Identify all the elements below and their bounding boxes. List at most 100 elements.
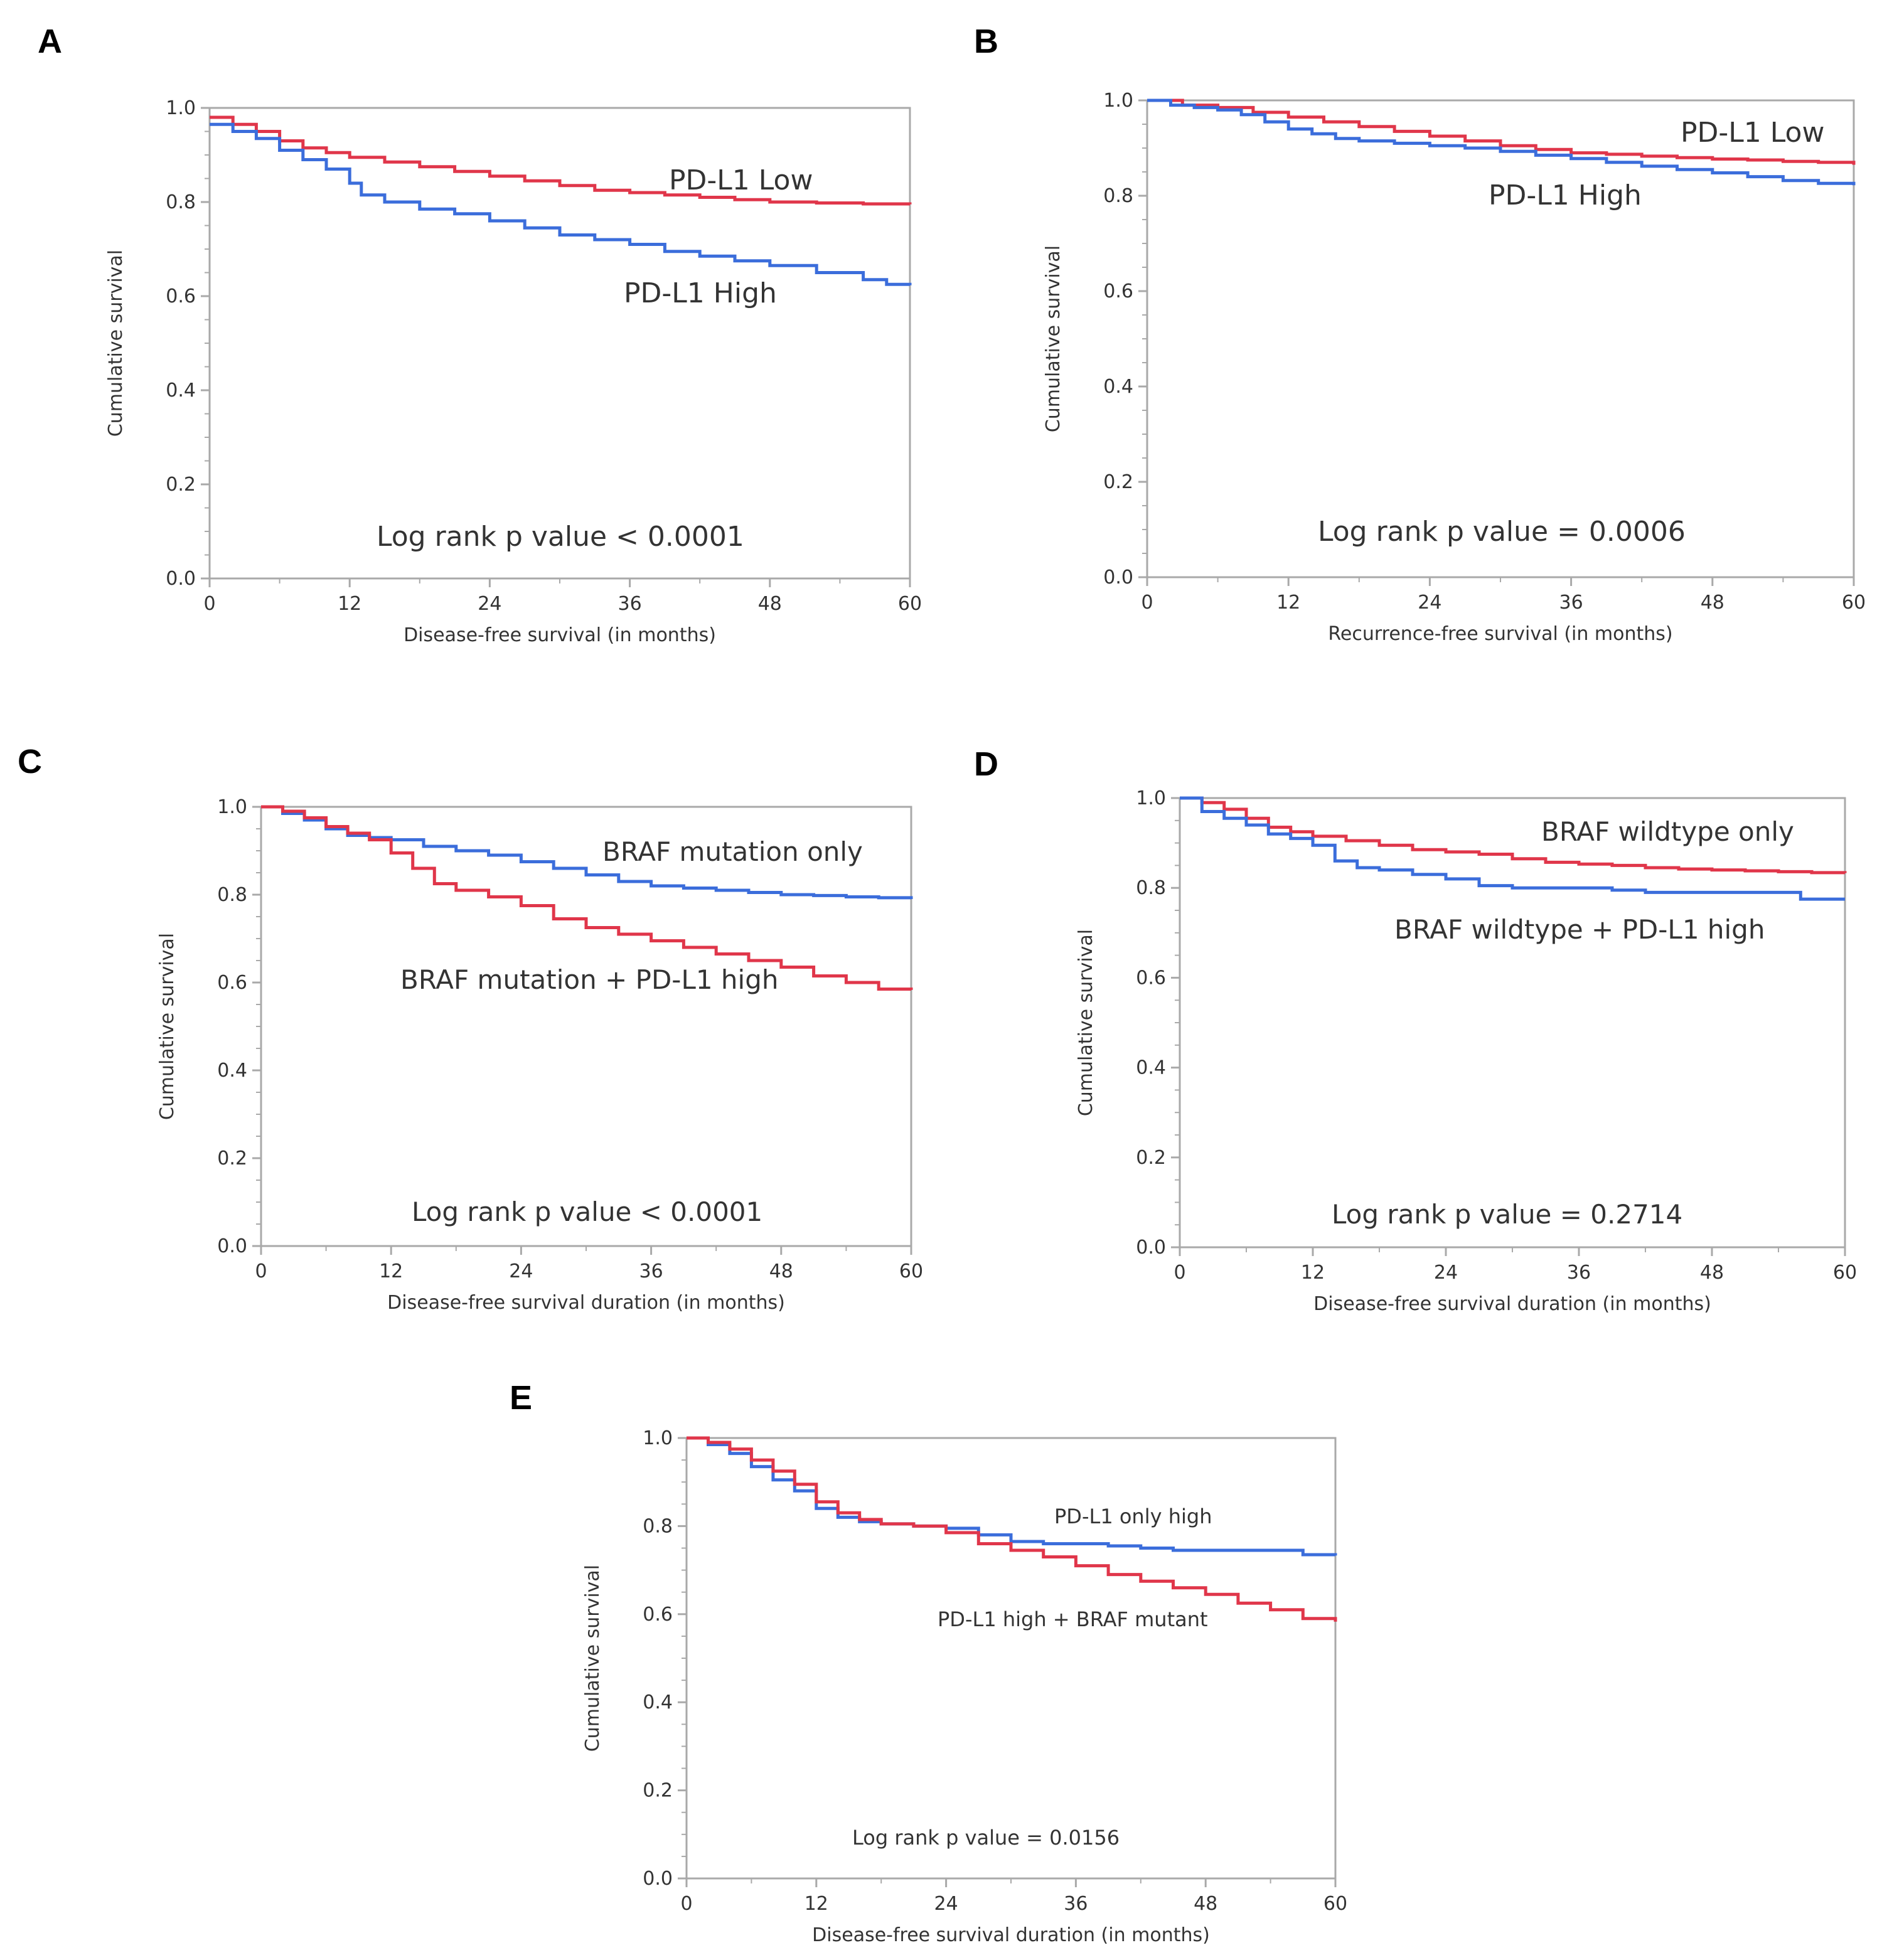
log-rank-p-value: Log rank p value < 0.0001 (412, 1196, 762, 1227)
series-label-1: BRAF wildtype only (1541, 816, 1794, 847)
y-axis-label: Cumulative survival (156, 933, 178, 1120)
y-tick-label: 1.0 (643, 1427, 673, 1449)
y-tick-label: 0.0 (217, 1235, 247, 1257)
y-tick-label: 0.4 (1136, 1057, 1166, 1079)
y-tick-label: 0.8 (1136, 877, 1166, 899)
y-tick-label: 0.8 (643, 1515, 673, 1537)
plot-frame (685, 1437, 1337, 1880)
y-tick-label: 0.4 (166, 380, 196, 402)
y-tick-label: 0.6 (643, 1604, 673, 1626)
series-label-1: BRAF mutation only (602, 836, 863, 867)
x-tick-label: 0 (255, 1260, 267, 1282)
x-tick-label: 24 (509, 1260, 533, 1282)
y-tick-label: 0.0 (1136, 1237, 1166, 1259)
survival-curve-braf-wildtype-pd-l1-high (1180, 796, 1845, 901)
x-tick-label: 12 (805, 1893, 828, 1915)
y-tick-label: 0.6 (1136, 967, 1166, 989)
x-tick-label: 48 (758, 593, 782, 615)
x-axis-label: Disease-free survival (in months) (404, 624, 716, 646)
x-axis-label: Disease-free survival duration (in month… (812, 1924, 1210, 1946)
y-tick-label: 0.2 (166, 474, 196, 496)
x-tick-label: 12 (338, 593, 361, 615)
plot-frame (1179, 797, 1846, 1249)
series-label-2: BRAF wildtype + PD-L1 high (1394, 914, 1765, 945)
x-tick-label: 12 (1276, 592, 1300, 614)
x-tick-label: 60 (1833, 1262, 1857, 1284)
y-tick-label: 0.4 (1103, 376, 1133, 398)
survival-curve-pd-l1-only-high (687, 1436, 1337, 1557)
x-tick-label: 24 (934, 1893, 958, 1915)
survival-curve-braf-wildtype-only (1180, 796, 1847, 875)
x-tick-label: 36 (618, 593, 642, 615)
survival-curve-pd-l1-high-braf-mutant (687, 1436, 1337, 1622)
y-tick-label: 1.0 (217, 796, 247, 818)
y-tick-label: 0.2 (1136, 1147, 1166, 1169)
panel-a: A 0 12 24 36 48 60 0.0 0.2 0.4 0.6 0.8 1.0 Disease-fr… (38, 23, 922, 646)
x-axis-label: Disease-free survival duration (in month… (1313, 1293, 1711, 1315)
x-tick-label: 60 (899, 1260, 923, 1282)
x-tick-label: 0 (1141, 592, 1153, 614)
series-label-2: PD-L1 high + BRAF mutant (938, 1607, 1208, 1631)
survival-curve-pd-l1-low (210, 115, 912, 206)
log-rank-p-value: Log rank p value = 0.2714 (1332, 1199, 1682, 1230)
y-tick-label: 0.6 (1103, 280, 1133, 302)
y-axis-label: Cumulative survival (105, 250, 127, 437)
log-rank-p-value: Log rank p value = 0.0006 (1318, 516, 1686, 548)
x-tick-label: 12 (1301, 1262, 1325, 1284)
y-tick-label: 0.2 (1103, 471, 1133, 493)
y-tick-label: 0.0 (1103, 567, 1133, 589)
x-tick-label: 12 (379, 1260, 403, 1282)
y-tick-label: 0.2 (643, 1780, 673, 1802)
x-tick-label: 36 (1559, 592, 1583, 614)
y-tick-label: 0.8 (217, 884, 247, 906)
series-label-2: PD-L1 High (624, 277, 777, 309)
x-tick-label: 24 (478, 593, 501, 615)
x-tick-label: 0 (203, 593, 215, 615)
y-tick-label: 0.8 (1103, 185, 1133, 207)
y-tick-label: 0.4 (643, 1691, 673, 1713)
y-tick-label: 0.4 (217, 1060, 247, 1082)
x-tick-label: 48 (1700, 1262, 1724, 1284)
y-axis-label: Cumulative survival (582, 1565, 604, 1752)
y-tick-label: 0.6 (166, 285, 196, 307)
x-tick-label: 60 (1323, 1893, 1347, 1915)
y-axis-label: Cumulative survival (1042, 245, 1064, 432)
survival-curve-braf-mutation-pd-l1-high (261, 805, 913, 991)
x-tick-label: 48 (1701, 592, 1724, 614)
y-tick-label: 0.2 (217, 1148, 247, 1169)
x-tick-label: 60 (898, 593, 922, 615)
x-tick-label: 36 (1064, 1893, 1088, 1915)
panel-d: D 0 12 24 36 48 60 0.0 0.2 0.4 0.6 0.8 1.0 Disease-fr… (974, 745, 1857, 1315)
y-tick-label: 1.0 (1103, 90, 1133, 112)
y-tick-label: 0.8 (166, 191, 196, 213)
series-label-2: BRAF mutation + PD-L1 high (400, 964, 778, 995)
x-tick-label: 36 (1567, 1262, 1591, 1284)
x-tick-label: 48 (769, 1260, 793, 1282)
log-rank-p-value: Log rank p value = 0.0156 (852, 1826, 1120, 1850)
x-tick-label: 48 (1194, 1893, 1217, 1915)
series-label-1: PD-L1 only high (1054, 1505, 1212, 1528)
log-rank-p-value: Log rank p value < 0.0001 (377, 521, 744, 553)
series-label-1: PD-L1 Low (1681, 117, 1824, 149)
x-tick-label: 0 (680, 1893, 692, 1915)
y-tick-label: 1.0 (1136, 787, 1166, 809)
y-tick-label: 0.0 (643, 1868, 673, 1890)
panel-e: E 0 12 24 36 48 60 0.0 0.2 0.4 0.6 0.8 1.0 Disease-fr… (510, 1379, 1347, 1946)
panel-letter: C (18, 743, 42, 780)
y-axis-label: Cumulative survival (1075, 929, 1097, 1116)
x-tick-label: 60 (1842, 592, 1866, 614)
panel-letter: A (38, 23, 62, 60)
survival-curve-pd-l1-high (210, 122, 912, 286)
survival-curve-pd-l1-low (1147, 99, 1856, 165)
x-tick-label: 24 (1434, 1262, 1458, 1284)
series-label-2: PD-L1 High (1489, 179, 1642, 211)
y-tick-label: 0.0 (166, 568, 196, 590)
series-label-1: PD-L1 Low (669, 164, 813, 196)
x-axis-label: Disease-free survival duration (in month… (387, 1292, 785, 1314)
x-axis-label: Recurrence-free survival (in months) (1328, 623, 1672, 645)
x-tick-label: 24 (1418, 592, 1441, 614)
panel-c: C 0 12 24 36 48 60 0.0 0.2 0.4 0.6 0.8 1.0 Disease-fr… (18, 743, 923, 1314)
y-tick-label: 1.0 (166, 97, 196, 119)
panel-b: B 0 12 24 36 48 60 0.0 0.2 0.4 0.6 0.8 1.0 Recurrence… (974, 23, 1866, 645)
